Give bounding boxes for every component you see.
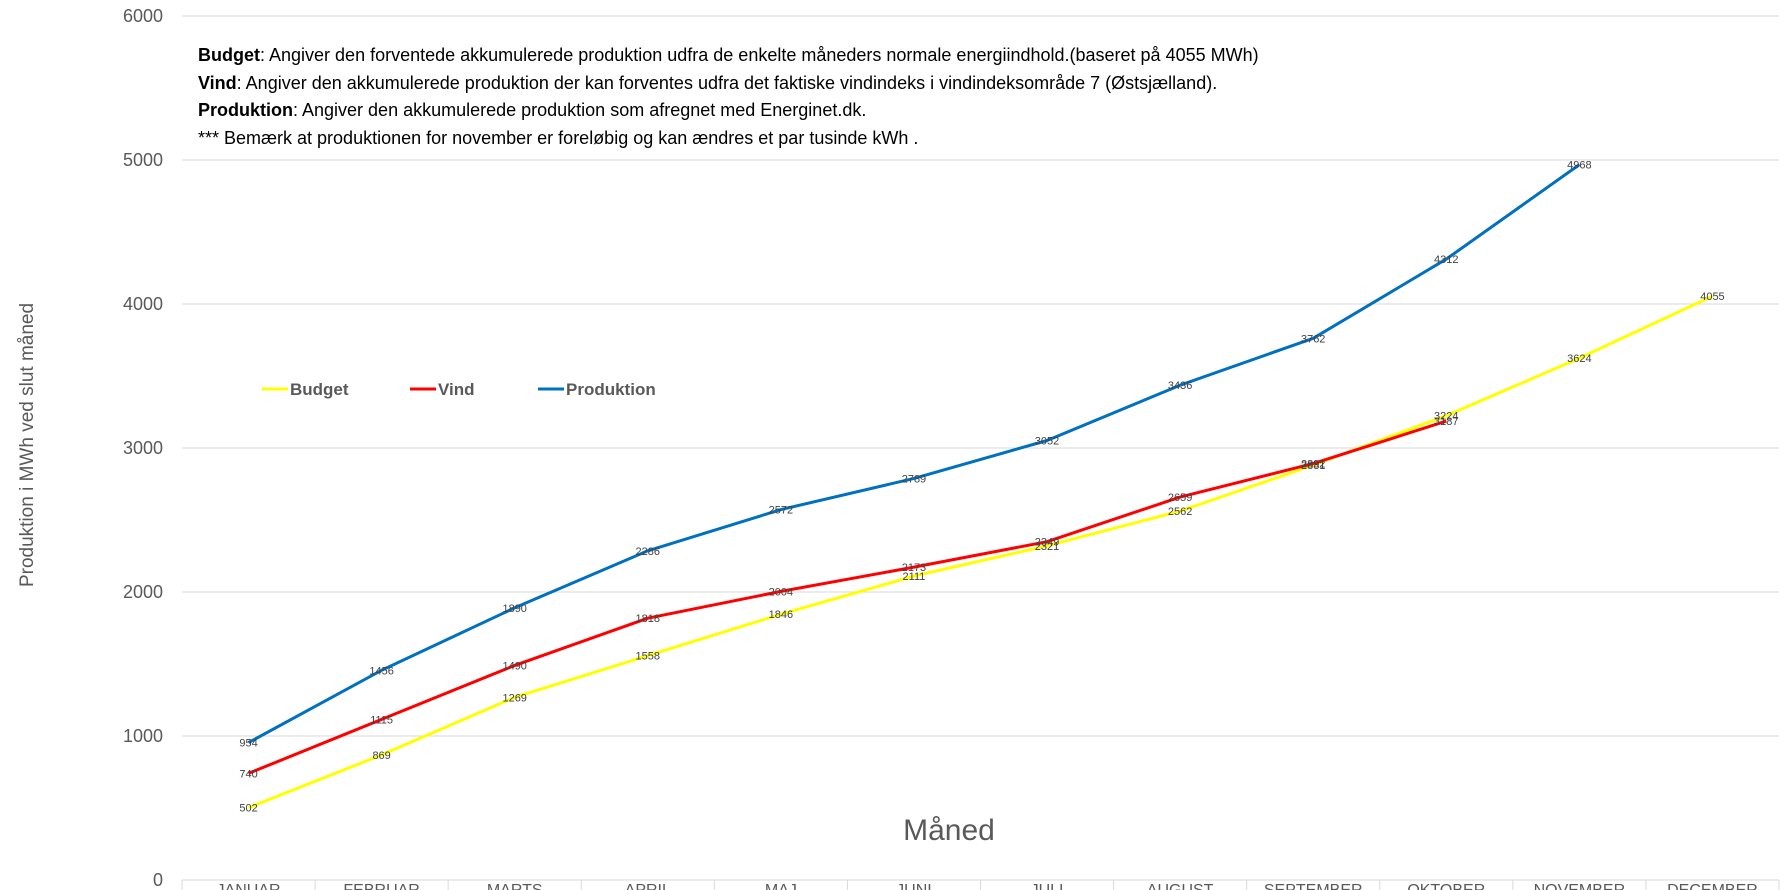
data-label-budget: 2321 bbox=[1035, 541, 1059, 553]
y-tick-label: 3000 bbox=[123, 438, 163, 458]
series-line-budget bbox=[247, 294, 1714, 810]
data-label-produktion: 2789 bbox=[902, 473, 926, 485]
x-axis-label: Måned bbox=[903, 814, 995, 847]
data-label-vind: 740 bbox=[239, 768, 257, 780]
data-label-budget: 1269 bbox=[502, 692, 526, 704]
y-axis-ticks: 0 1000 2000 3000 4000 5000 6000 bbox=[123, 6, 163, 890]
x-axis-categories: JANUAR FEBRUAR MARTS APRIL MAJ JUNI JULI AUGUST… bbox=[181, 880, 1780, 890]
y-tick-label: 6000 bbox=[123, 6, 163, 26]
x-category-label: JULI bbox=[1031, 882, 1064, 890]
data-label-vind: 1818 bbox=[636, 613, 660, 625]
note-line-vind: Vind: Angiver den akkumulerede produktio… bbox=[198, 70, 1259, 98]
data-label-vind: 1490 bbox=[502, 660, 526, 672]
note-text: : Angiver den akkumulerede produktion so… bbox=[293, 100, 867, 120]
series-lines bbox=[247, 163, 1714, 810]
chart-notes: Budget: Angiver den forventede akkumuler… bbox=[198, 42, 1259, 152]
x-category-label: JANUAR bbox=[217, 882, 281, 890]
data-label-produktion: 1890 bbox=[502, 603, 526, 615]
data-label-produktion: 4968 bbox=[1567, 160, 1591, 172]
series-line-produktion bbox=[247, 163, 1581, 744]
legend-item-vind: Vind bbox=[410, 380, 475, 399]
note-line-budget: Budget: Angiver den forventede akkumuler… bbox=[198, 42, 1259, 70]
data-labels: 502 869 1269 1558 1846 2111 2321 2562 2881 3224 36… bbox=[239, 160, 1724, 815]
legend-label: Produktion bbox=[566, 380, 656, 399]
x-category-label: OKTOBER bbox=[1407, 882, 1485, 890]
data-label-produktion: 1456 bbox=[369, 665, 393, 677]
y-tick-label: 4000 bbox=[123, 294, 163, 314]
data-label-produktion: 4312 bbox=[1434, 254, 1458, 266]
data-label-produktion: 954 bbox=[239, 738, 257, 750]
data-label-produktion: 3436 bbox=[1168, 380, 1192, 392]
data-label-budget: 3224 bbox=[1434, 411, 1458, 423]
series-line-vind bbox=[247, 419, 1447, 775]
note-text: : Angiver den akkumulerede produktion de… bbox=[236, 72, 1218, 93]
data-label-budget: 502 bbox=[239, 803, 257, 815]
data-label-vind: 1115 bbox=[370, 714, 393, 726]
data-label-vind: 3187 bbox=[1434, 416, 1458, 428]
data-label-produktion: 2286 bbox=[636, 546, 660, 558]
x-category-label: SEPTEMBER bbox=[1264, 882, 1363, 890]
note-line-remark: *** Bemærk at produktionen for november … bbox=[198, 125, 1259, 153]
y-tick-label: 2000 bbox=[123, 582, 163, 602]
x-category-label: APRIL bbox=[625, 882, 671, 890]
data-label-vind: 2892 bbox=[1301, 459, 1325, 471]
data-label-vind: 2173 bbox=[902, 562, 926, 574]
x-category-label: AUGUST bbox=[1147, 882, 1214, 890]
note-term: Produktion bbox=[198, 100, 293, 120]
data-label-budget: 2111 bbox=[903, 571, 926, 583]
data-label-budget: 2881 bbox=[1301, 460, 1325, 472]
data-label-budget: 1846 bbox=[769, 609, 793, 621]
x-category-label: FEBRUAR bbox=[343, 882, 419, 890]
data-label-budget: 869 bbox=[372, 750, 390, 762]
data-label-budget: 2562 bbox=[1168, 506, 1192, 518]
note-text: : Angiver den forventede akkumulerede pr… bbox=[260, 45, 1259, 65]
y-tick-label: 0 bbox=[153, 870, 163, 890]
data-label-produktion: 3762 bbox=[1301, 333, 1325, 345]
y-axis-label: Produktion i MWh ved slut måned bbox=[17, 303, 38, 587]
data-label-vind: 2659 bbox=[1168, 492, 1192, 504]
note-term: Vind bbox=[198, 72, 237, 93]
x-category-label: JUNI bbox=[896, 882, 932, 890]
data-label-produktion: 3052 bbox=[1035, 436, 1059, 448]
note-term: Budget bbox=[198, 45, 260, 65]
x-category-label: MARTS bbox=[487, 882, 543, 890]
note-line-produktion: Produktion: Angiver den akkumulerede pro… bbox=[198, 97, 1259, 125]
data-label-vind: 2349 bbox=[1035, 537, 1059, 549]
data-label-vind: 2004 bbox=[769, 586, 793, 598]
legend-item-budget: Budget bbox=[262, 380, 349, 399]
legend-item-produktion: Produktion bbox=[538, 380, 656, 399]
data-label-budget: 3624 bbox=[1567, 353, 1591, 365]
data-label-produktion: 2572 bbox=[769, 505, 793, 517]
legend: Budget Vind Produktion bbox=[262, 380, 656, 399]
x-category-label: DECEMBER bbox=[1667, 882, 1758, 890]
note-text: *** Bemærk at produktionen for november … bbox=[198, 127, 919, 148]
x-category-label: NOVEMBER bbox=[1534, 882, 1626, 890]
legend-label: Budget bbox=[290, 380, 349, 399]
gridlines bbox=[182, 15, 1779, 881]
y-tick-label: 1000 bbox=[123, 726, 163, 746]
legend-label: Vind bbox=[438, 380, 475, 399]
x-category-label: MAJ bbox=[765, 882, 797, 890]
data-label-budget: 4055 bbox=[1700, 291, 1724, 303]
data-label-budget: 1558 bbox=[636, 651, 660, 663]
y-tick-label: 5000 bbox=[123, 150, 163, 170]
